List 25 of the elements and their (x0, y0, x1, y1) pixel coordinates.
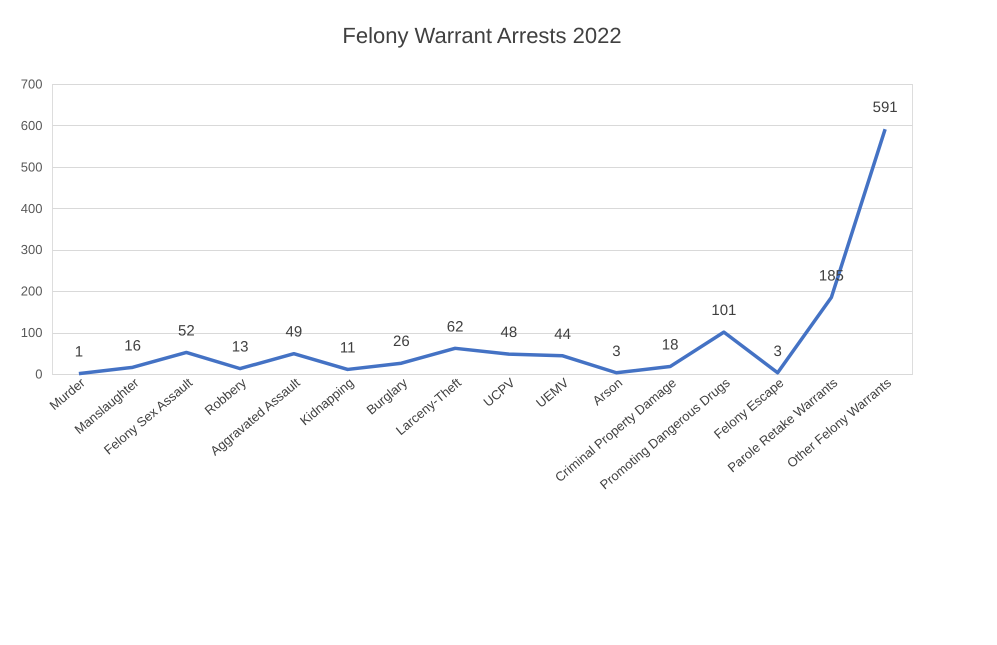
data-label: 101 (711, 302, 736, 320)
y-tick-label: 300 (20, 242, 42, 258)
data-label: 49 (286, 324, 302, 341)
y-tick-label: 700 (20, 76, 42, 92)
data-label: 591 (872, 99, 898, 116)
data-label: 11 (340, 339, 356, 356)
y-tick-label: 400 (20, 200, 42, 216)
data-label: 13 (232, 338, 248, 356)
data-label: 52 (178, 322, 195, 340)
chart-title: Felony Warrant Arrests 2022 (342, 23, 622, 48)
data-label: 16 (124, 337, 141, 354)
data-label: 48 (500, 324, 518, 342)
data-label: 3 (773, 342, 782, 360)
y-tick-label: 500 (20, 159, 42, 174)
y-tick-label: 600 (20, 118, 42, 133)
data-label: 26 (393, 333, 410, 350)
y-tick-label: 0 (35, 366, 42, 382)
y-tick-label: 100 (20, 325, 42, 340)
data-label: 62 (446, 318, 464, 336)
data-label: 44 (554, 326, 571, 343)
data-label: 18 (662, 336, 678, 354)
y-tick-label: 200 (20, 284, 42, 299)
data-label: 3 (612, 342, 621, 360)
line-series (77, 127, 887, 376)
data-label: 1 (74, 344, 84, 361)
